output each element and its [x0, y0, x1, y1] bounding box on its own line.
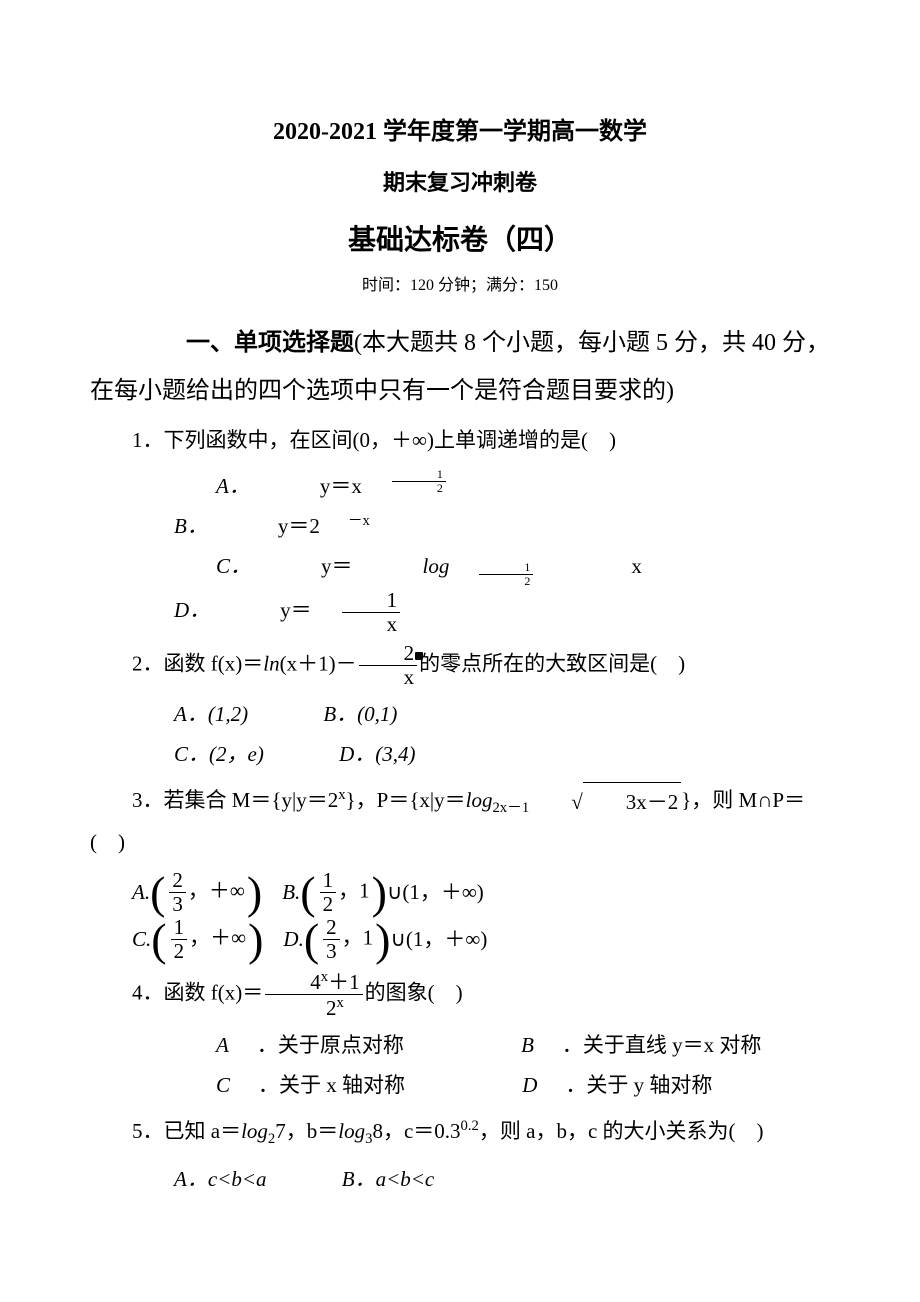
question-2-options-row1: A．(1,2) B．(0,1)	[90, 695, 830, 735]
q2-option-d: D．(3,4)	[297, 735, 415, 775]
question-4-options-row1: AA．关于原点对称．关于原点对称 B．关于直线 y＝x 对称	[90, 1026, 830, 1066]
exam-meta: 时间：120 分钟；满分：150	[90, 271, 830, 301]
question-1-options-row1: A．y＝x12 B．y＝2－x	[90, 467, 830, 547]
q3-option-b: B. (12，1)∪(1，＋∞)	[282, 869, 484, 916]
page-center-marker-icon	[415, 652, 423, 660]
q5-option-a: A．c<b<a	[132, 1160, 267, 1200]
title-line-2: 期末复习冲刺卷	[90, 162, 830, 204]
question-3-options-row1: A. (23，＋∞) B. (12，1)∪(1，＋∞)	[132, 869, 830, 916]
q4-option-d: D．关于 y 轴对称	[438, 1066, 712, 1106]
q3-option-a: A. (23，＋∞)	[132, 869, 262, 916]
q1-option-b: B．y＝2－x	[90, 507, 370, 547]
question-3-options-row2: C. (12，＋∞) D. (23，1)∪(1，＋∞)	[132, 916, 830, 963]
q2-option-b: B．(0,1)	[281, 695, 397, 735]
section-1-heading: 一、单项选择题(本大题共 8 个小题，每小题 5 分，共 40 分，在每小题给出…	[90, 319, 830, 415]
q2-option-c: C．(2，e)	[132, 735, 264, 775]
exam-page: 2020-2021 学年度第一学期高一数学 期末复习冲刺卷 基础达标卷（四） 时…	[0, 0, 920, 1260]
title-line-3: 基础达标卷（四）	[90, 213, 830, 266]
q4-option-a: AA．关于原点对称．关于原点对称	[132, 1026, 404, 1066]
question-5-options-row1: A．c<b<a B．a<b<c	[90, 1160, 830, 1200]
question-3: 3．若集合 M＝{y|y＝2x}，P＝{x|y＝log2x－1√3x－2}，则 …	[90, 781, 830, 863]
q4-option-b: B．关于直线 y＝x 对称	[437, 1026, 761, 1066]
q5-option-b: B．a<b<c	[300, 1160, 435, 1200]
question-2-options-row2: C．(2，e) D．(3,4)	[90, 735, 830, 775]
question-2: 2．函数 f(x)＝ln(x＋1)－2x的零点所在的大致区间是( )	[90, 642, 830, 689]
q2-option-a: A．(1,2)	[132, 695, 248, 735]
question-4-options-row2: C．关于 x 轴对称 D．关于 y 轴对称	[90, 1066, 830, 1106]
q1-option-a: A．y＝x12	[132, 467, 502, 507]
question-4: 4．函数 f(x)＝4x＋12x的图象( )	[90, 969, 830, 1020]
question-5: 5．已知 a＝log27，b＝log38，c＝0.30.2，则 a，b，c 的大…	[90, 1112, 830, 1154]
q1-option-d: D．y＝1x	[90, 589, 456, 636]
q3-option-d: D. (23，1)∪(1，＋∞)	[283, 916, 487, 963]
question-1: 1．下列函数中，在区间(0，＋∞)上单调递增的是( )	[90, 421, 830, 461]
q3-option-c: C. (12，＋∞)	[132, 916, 263, 963]
q4-option-c: C．关于 x 轴对称	[132, 1066, 405, 1106]
title-line-1: 2020-2021 学年度第一学期高一数学	[90, 110, 830, 156]
section-heading-prefix: 一、单项选择题	[186, 329, 354, 356]
q1-option-c: C．y＝log12x	[132, 547, 670, 589]
question-1-options-row2: C．y＝log12x D．y＝1x	[90, 547, 830, 636]
